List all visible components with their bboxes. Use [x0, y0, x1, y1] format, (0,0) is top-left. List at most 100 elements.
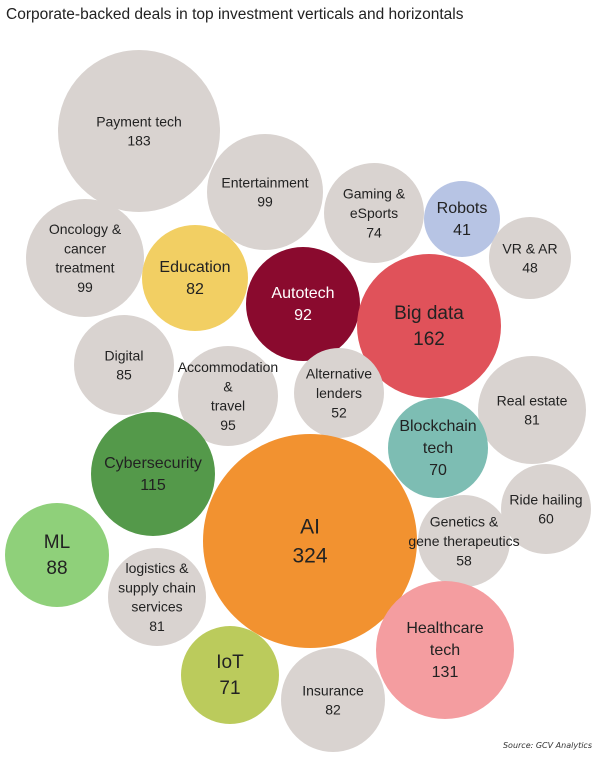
bubble-circle — [418, 495, 510, 587]
bubble-name-line: Robots — [437, 199, 488, 216]
bubble-name-line: tech — [423, 440, 453, 457]
bubble-ride-hailing: Ride hailing 60 — [501, 464, 591, 554]
bubble-value: 162 — [413, 329, 445, 350]
bubble-value: 52 — [331, 404, 347, 420]
bubble-label: Oncology & cancer treatment 99 — [49, 221, 122, 295]
bubble-label: AI 324 — [292, 515, 327, 567]
bubble-label: VR & AR 48 — [502, 240, 557, 275]
bubble-digital: Digital 85 — [74, 315, 174, 415]
bubble-circle — [357, 254, 501, 398]
bubble-value: 324 — [292, 544, 327, 567]
bubble-iot: IoT 71 — [181, 626, 279, 724]
bubble-entertainment: Entertainment 99 — [207, 134, 323, 250]
bubble-value: 48 — [522, 260, 538, 276]
bubble-name-line: Real estate — [497, 392, 568, 408]
bubble-circle — [91, 412, 215, 536]
bubble-value: 183 — [127, 133, 151, 149]
bubble-label: ML 88 — [44, 531, 70, 578]
bubble-name-line: Big data — [394, 302, 464, 323]
bubble-value: 95 — [220, 417, 236, 433]
bubble-circle — [478, 356, 586, 464]
bubble-label: Alternative lenders 52 — [306, 366, 372, 421]
bubble-name-line: Healthcare — [406, 619, 483, 636]
bubble-autotech: Autotech 92 — [246, 247, 360, 361]
bubble-circle — [324, 163, 424, 263]
bubble-circle — [74, 315, 174, 415]
bubble-name-line: Blockchain — [399, 417, 476, 434]
bubble-name-line: Accommodation — [178, 359, 278, 375]
bubble-name-line: Oncology & — [49, 221, 122, 237]
bubble-name-line: Ride hailing — [509, 491, 582, 507]
bubble-value: 82 — [186, 281, 204, 298]
bubble-value: 74 — [366, 224, 382, 240]
bubble-circle — [489, 217, 571, 299]
bubble-name-line: Gaming & — [343, 186, 406, 202]
bubble-circle — [207, 134, 323, 250]
bubble-insurance: Insurance 82 — [281, 648, 385, 752]
bubble-label: Robots 41 — [437, 199, 488, 238]
bubble-label: Genetics & gene therapeutics 58 — [408, 514, 519, 569]
bubble-robots: Robots 41 — [424, 181, 500, 257]
bubble-label: Accommodation & travel 95 — [178, 359, 278, 433]
bubble-vr-and-ar: VR & AR 48 — [489, 217, 571, 299]
bubble-circle — [203, 434, 417, 648]
source-note: Source: GCV Analytics — [502, 741, 592, 750]
bubble-name-line: tech — [430, 642, 460, 659]
bubble-oncology-and-cancer-treatment: Oncology & cancer treatment 99 — [26, 199, 144, 317]
bubble-value: 99 — [77, 279, 93, 295]
bubble-value: 71 — [219, 678, 240, 699]
bubble-label: Entertainment 99 — [221, 174, 308, 209]
bubble-label: Payment tech 183 — [96, 113, 182, 148]
bubble-label: logistics & supply chain services 81 — [118, 560, 196, 634]
bubble-circle — [142, 225, 248, 331]
bubble-value: 81 — [149, 618, 165, 634]
bubble-label: Blockchain tech 70 — [399, 417, 476, 478]
bubble-value: 99 — [257, 194, 273, 210]
bubble-gaming-and-esports: Gaming & eSports 74 — [324, 163, 424, 263]
bubble-circle — [246, 247, 360, 361]
bubble-name-line: cancer — [64, 240, 106, 256]
bubble-circle — [281, 648, 385, 752]
bubble-genetics-and-gene-therapeutics: Genetics & gene therapeutics 58 — [408, 495, 520, 587]
bubble-name-line: eSports — [350, 205, 398, 221]
bubble-value: 81 — [524, 412, 540, 428]
bubble-circle — [108, 548, 206, 646]
bubble-name-line: services — [131, 599, 182, 615]
bubble-name-line: Digital — [105, 347, 144, 363]
bubble-circle — [26, 199, 144, 317]
bubble-value: 58 — [456, 552, 472, 568]
bubble-label: Healthcare tech 131 — [406, 619, 483, 680]
bubble-label: Insurance 82 — [302, 682, 364, 717]
bubble-name-line: travel — [211, 398, 245, 414]
bubble-label: IoT 71 — [216, 651, 244, 698]
bubble-accommodation-and-travel: Accommodation & travel 95 — [178, 346, 278, 446]
bubble-label: Big data 162 — [394, 302, 464, 349]
bubble-logistics-and-supply-chain-services: logistics & supply chain services 81 — [108, 548, 206, 646]
bubble-label: Real estate 81 — [497, 392, 568, 427]
bubble-label: Digital 85 — [105, 347, 144, 382]
bubble-circle — [388, 398, 488, 498]
bubble-name-line: lenders — [316, 385, 362, 401]
bubble-ml: ML 88 — [5, 503, 109, 607]
bubble-circle — [178, 346, 278, 446]
bubble-name-line: logistics & — [125, 560, 189, 576]
bubble-value: 82 — [325, 702, 341, 718]
chart-title: Corporate-backed deals in top investment… — [6, 6, 464, 23]
bubble-value: 88 — [46, 558, 67, 579]
bubble-name-line: gene therapeutics — [408, 533, 519, 549]
bubble-name-line: Cybersecurity — [104, 454, 202, 471]
bubble-label: Gaming & eSports 74 — [343, 186, 406, 241]
bubble-ai: AI 324 — [203, 434, 417, 648]
bubble-value: 115 — [140, 477, 166, 494]
bubble-blockchain-tech: Blockchain tech 70 — [388, 398, 488, 498]
bubble-payment-tech: Payment tech 183 — [58, 50, 220, 212]
bubble-name-line: Education — [159, 258, 230, 275]
bubble-circle — [58, 50, 220, 212]
bubble-name-line: & — [223, 378, 233, 394]
bubble-label: Autotech 92 — [271, 284, 334, 323]
bubble-name-line: VR & AR — [502, 240, 557, 256]
bubble-circle — [181, 626, 279, 724]
bubble-name-line: Insurance — [302, 682, 364, 698]
bubble-label: Ride hailing 60 — [509, 491, 582, 526]
